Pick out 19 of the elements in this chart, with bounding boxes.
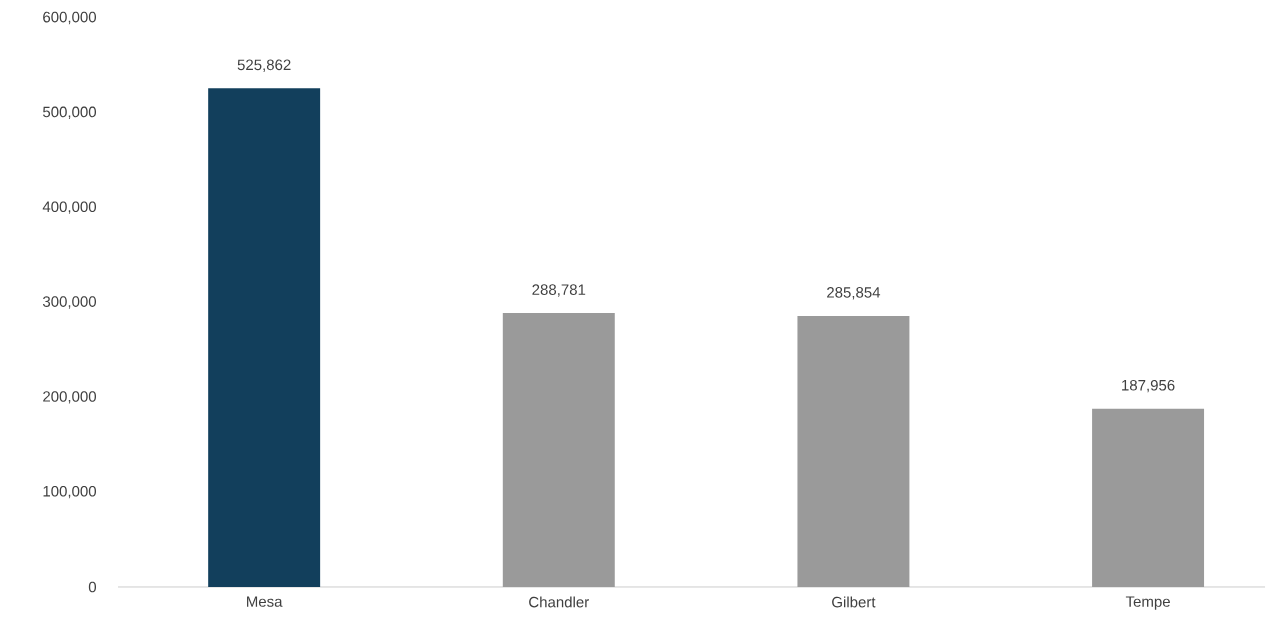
y-tick-label: 400,000 (42, 201, 97, 214)
y-tick-label: 500,000 (42, 106, 97, 119)
data-label: 288,781 (532, 284, 586, 297)
bar (502, 313, 615, 587)
x-tick-label: Tempe (1125, 596, 1170, 610)
y-tick-label: 0 (88, 581, 97, 593)
data-label: 285,854 (827, 287, 881, 300)
y-tick-label: 100,000 (43, 485, 97, 499)
y-tick-label: 200,000 (43, 391, 97, 404)
x-tick-label: Chandler (529, 596, 589, 608)
bar (208, 88, 321, 587)
x-tick-label: Gilbert (832, 596, 876, 608)
x-tick-label: Mesa (247, 596, 283, 607)
data-label: 187,956 (1122, 379, 1175, 393)
data-label: 525,862 (237, 59, 291, 72)
bar (1092, 408, 1205, 587)
bar (797, 315, 910, 587)
y-tick-label: 600,000 (43, 11, 97, 25)
y-tick-label: 300,000 (42, 296, 97, 309)
